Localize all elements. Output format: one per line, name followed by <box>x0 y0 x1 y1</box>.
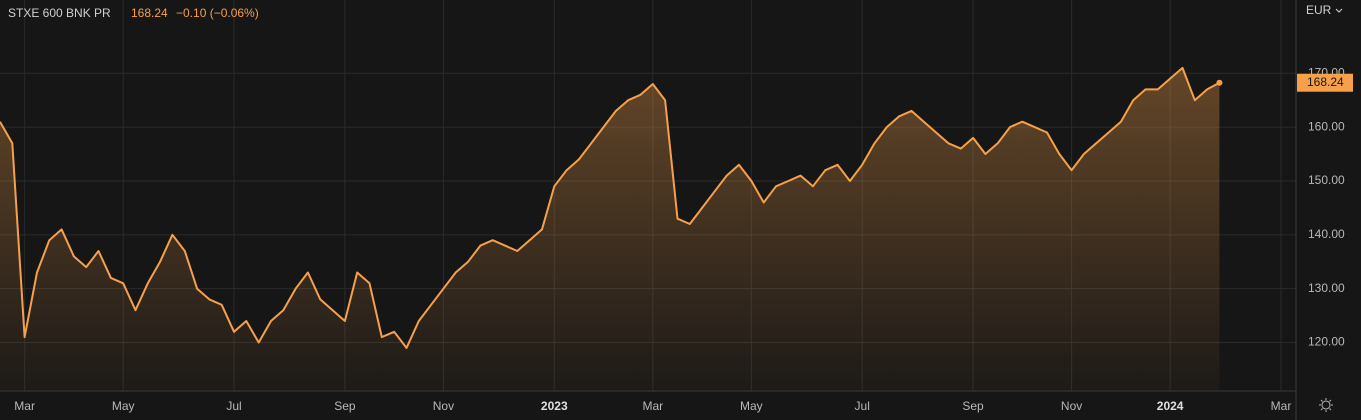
price-badge <box>1297 73 1353 92</box>
x-tick-label: Nov <box>433 399 454 413</box>
price-change: −0.10 (−0.06%) <box>176 6 259 20</box>
settings-icon[interactable] <box>1319 398 1333 412</box>
x-tick-label: May <box>112 399 135 413</box>
chart-title: STXE 600 BNK PR <box>8 6 111 20</box>
x-tick-label: Mar <box>642 399 663 413</box>
x-tick-label: Sep <box>334 399 356 413</box>
y-tick-label: 140.00 <box>1308 227 1345 241</box>
x-tick-label: Jul <box>855 399 870 413</box>
x-tick-label: 2024 <box>1157 399 1184 413</box>
x-tick-label: Sep <box>962 399 984 413</box>
last-price: 168.24 <box>131 6 168 20</box>
x-tick-label: Mar <box>14 399 35 413</box>
x-tick-label: May <box>740 399 763 413</box>
dropdown-icon[interactable] <box>1335 8 1343 13</box>
x-tick-label: Mar <box>1271 399 1292 413</box>
x-tick-label: Jul <box>226 399 241 413</box>
area <box>0 67 1220 392</box>
currency-selector[interactable]: EUR <box>1306 3 1332 17</box>
y-tick-label: 120.00 <box>1308 335 1345 349</box>
last-point <box>1216 79 1223 86</box>
y-tick-label: 130.00 <box>1308 281 1345 295</box>
y-tick-label: 160.00 <box>1308 119 1345 133</box>
y-tick-label: 150.00 <box>1308 173 1345 187</box>
line <box>0 66 1220 349</box>
x-tick-label: Nov <box>1061 399 1082 413</box>
price-badge-label: 168.24 <box>1307 75 1344 89</box>
x-tick-label: 2023 <box>541 399 568 413</box>
